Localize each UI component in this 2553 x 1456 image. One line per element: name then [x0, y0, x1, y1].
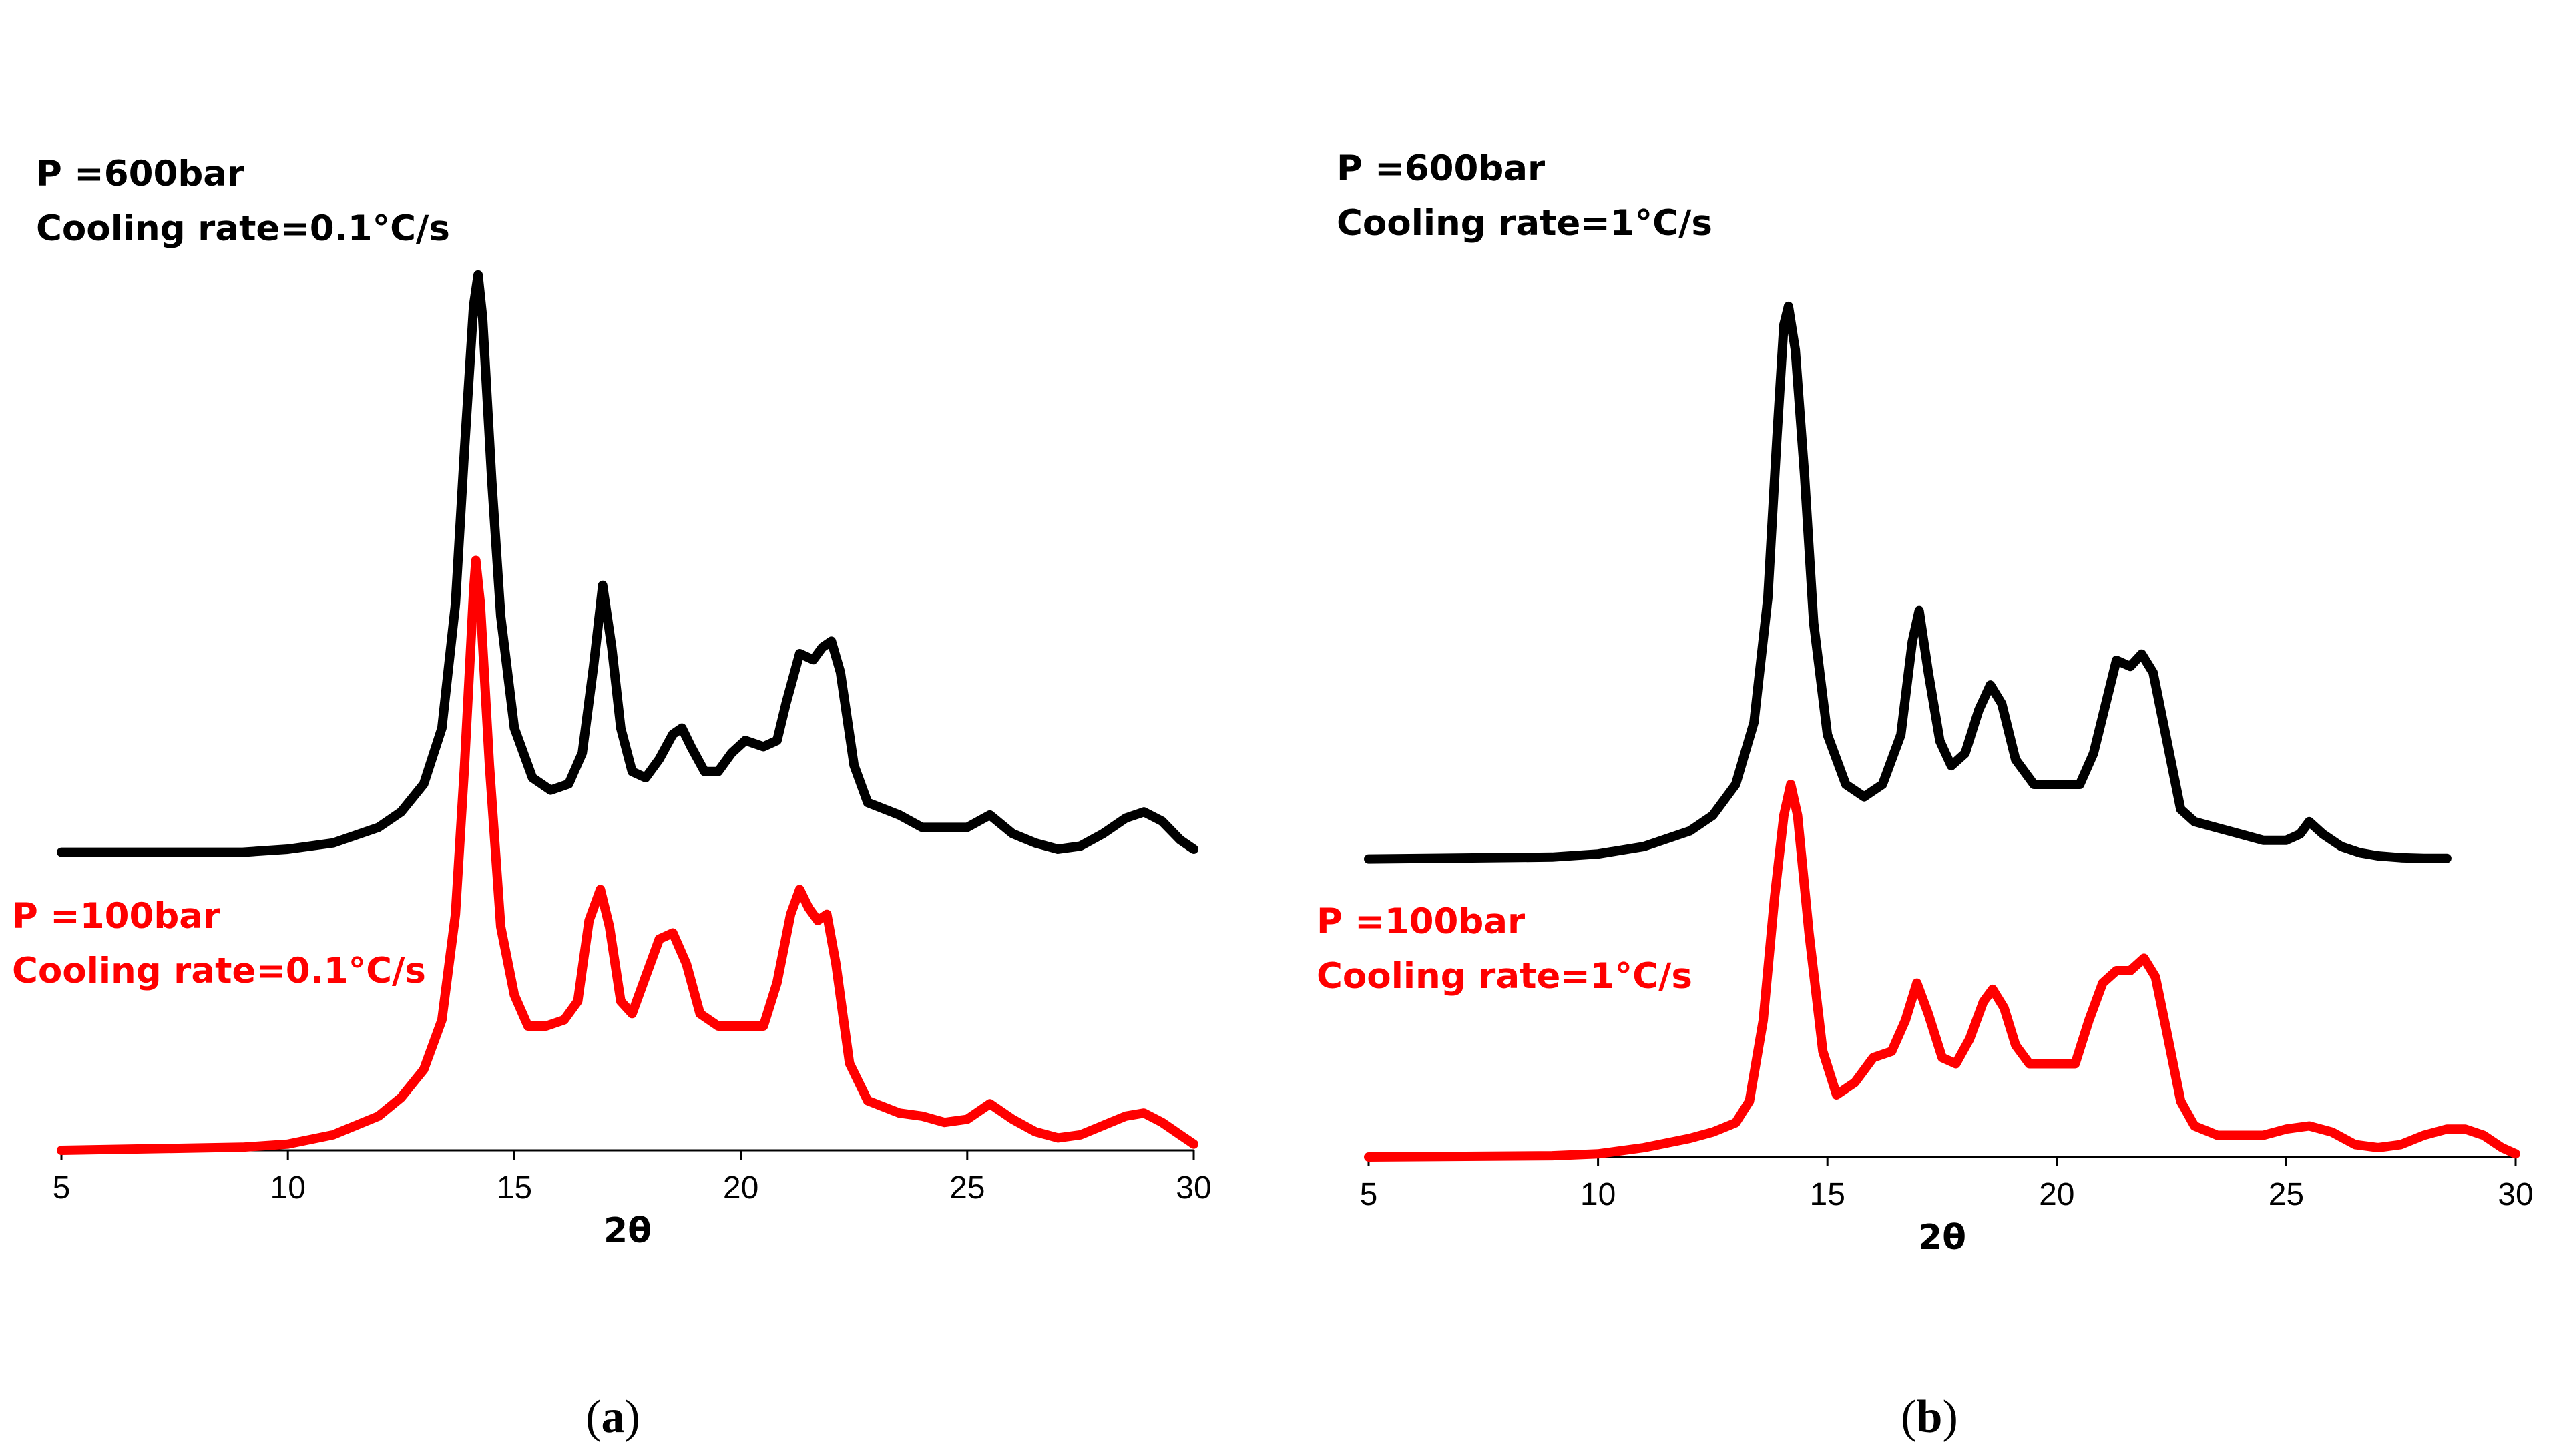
series-annotation-line: Cooling rate=0.1°C/s	[12, 951, 426, 991]
x-tick-label: 25	[2269, 1177, 2304, 1212]
x-tick-label: 30	[1176, 1170, 1211, 1206]
x-tick-label: 15	[497, 1170, 532, 1206]
series-line-lower	[57, 555, 1198, 1155]
series-annotation-line: Cooling rate=1°C/s	[1337, 203, 1712, 244]
panel-b-chart: 5 10 15 20 25 30 2θ P =600bar Cooling rate=1°C/s…	[1317, 148, 2534, 1443]
x-tick-label: 5	[1360, 1177, 1378, 1212]
x-axis-title: 2θ	[604, 1211, 652, 1251]
x-tick-label: 20	[2039, 1177, 2074, 1212]
series-annotation-line: Cooling rate=0.1°C/s	[36, 208, 450, 249]
x-tick-label: 20	[723, 1170, 758, 1206]
series-annotation-line: P =600bar	[36, 154, 244, 194]
series-line-upper	[1364, 301, 2452, 864]
x-tick-label: 5	[53, 1170, 71, 1206]
series-annotation-line: P =600bar	[1337, 148, 1545, 189]
series-annotation-line: P =100bar	[1317, 901, 1525, 942]
x-tick-label: 15	[1810, 1177, 1845, 1212]
series-annotation-line: Cooling rate=1°C/s	[1317, 956, 1692, 997]
x-tick-label: 30	[2498, 1177, 2533, 1212]
x-tick-label: 10	[1580, 1177, 1616, 1212]
series-line-upper	[57, 270, 1198, 857]
panel-label: (a)	[586, 1391, 640, 1443]
panel-a-chart: 5 10 15 20 25 30 2θ P =600bar Cooling rate=0.1°C…	[12, 154, 1212, 1443]
series-line-lower	[1364, 780, 2520, 1162]
x-tick-label: 25	[949, 1170, 985, 1206]
panel-label: (b)	[1901, 1391, 1958, 1443]
x-axis-title: 2θ	[1918, 1218, 1966, 1258]
x-tick-label: 10	[270, 1170, 306, 1206]
series-annotation-line: P =100bar	[12, 896, 220, 937]
